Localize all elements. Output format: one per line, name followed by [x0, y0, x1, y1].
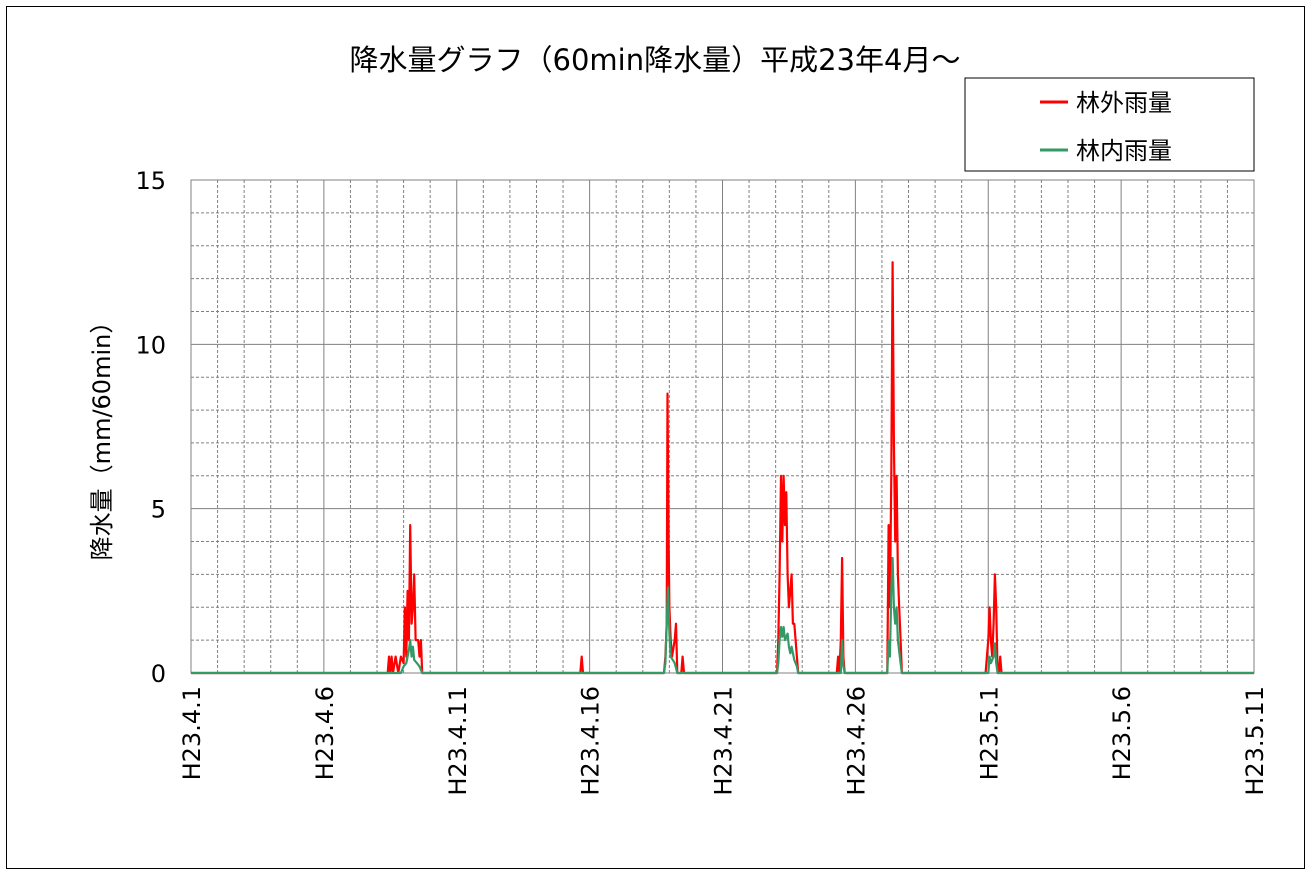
- y-tick-labels: 0 5 10 15: [135, 167, 166, 688]
- series-layer: [191, 261, 1254, 675]
- x-tick-label: H23.4.16: [577, 686, 605, 796]
- legend-box: [964, 77, 1255, 172]
- chart-frame: [6, 6, 1305, 869]
- legend-label-inside: 林内雨量: [1076, 137, 1172, 165]
- x-tick-label: H23.5.11: [1241, 686, 1269, 796]
- x-tick-labels: H23.4.1 H23.4.6 H23.4.11 H23.4.16 H23.4.21 H2…: [178, 686, 1269, 796]
- x-tick-label: H23.5.1: [975, 686, 1003, 780]
- y-axis-label: 降水量（mm/60min）: [88, 310, 116, 561]
- x-tick-label: H23.5.6: [1108, 686, 1136, 780]
- y-tick-label: 10: [135, 331, 166, 359]
- x-tick-label: H23.4.6: [311, 686, 339, 780]
- x-tick-label: H23.4.1: [178, 686, 206, 780]
- series-line-inside: [191, 556, 1254, 675]
- legend: 林外雨量 林内雨量: [964, 77, 1255, 172]
- x-tick-label: H23.4.26: [842, 686, 870, 796]
- y-tick-label: 15: [135, 167, 166, 195]
- series-line-outside: [191, 261, 1254, 675]
- y-tick-label: 5: [151, 496, 166, 524]
- chart-title: 降水量グラフ（60min降水量）平成23年4月～: [350, 43, 961, 77]
- y-tick-label: 0: [151, 660, 166, 688]
- grid-lines: [191, 180, 1254, 673]
- legend-label-outside: 林外雨量: [1076, 89, 1172, 117]
- x-tick-label: H23.4.21: [710, 686, 738, 796]
- x-tick-label: H23.4.11: [444, 686, 472, 796]
